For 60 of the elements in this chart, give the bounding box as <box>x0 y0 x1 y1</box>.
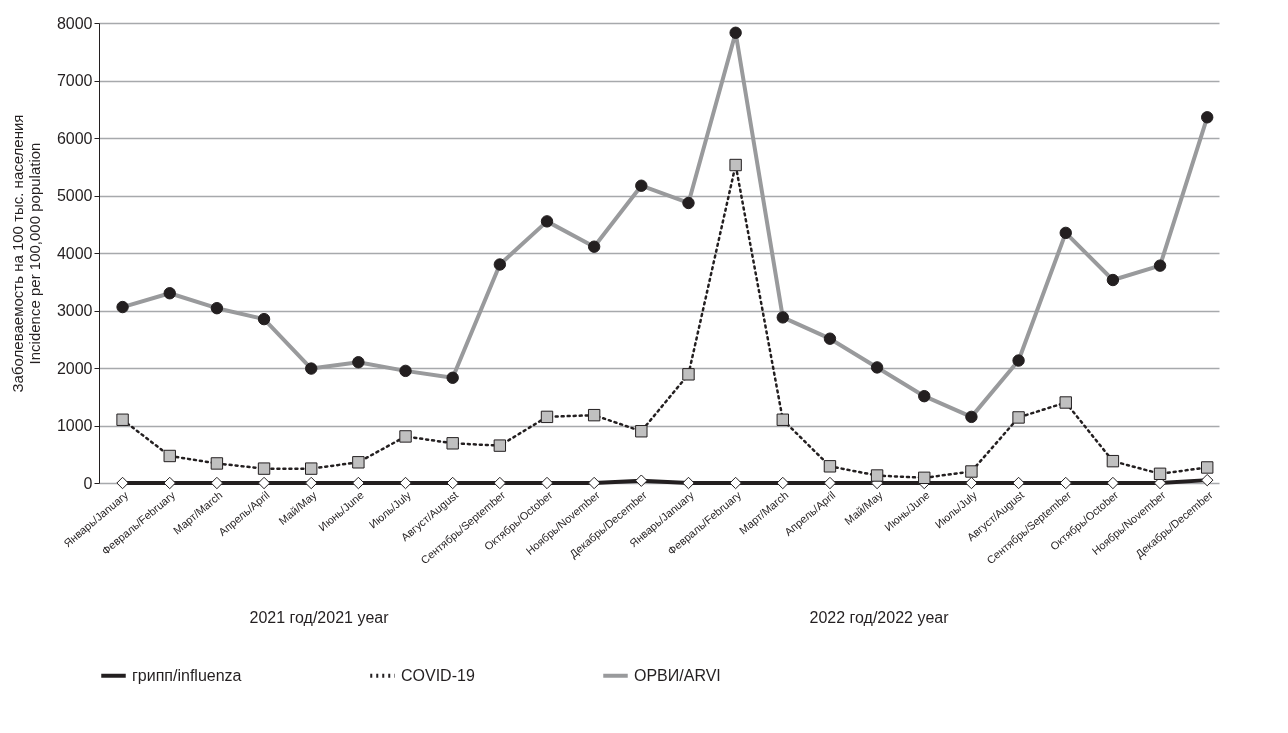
point <box>163 476 176 490</box>
y-tick-label: 5000 <box>56 187 93 204</box>
y-tick-label: 1000 <box>56 417 93 434</box>
point <box>1106 454 1120 468</box>
point <box>823 476 837 490</box>
legend-label: грипп/influenza <box>132 666 242 684</box>
point <box>1106 476 1120 490</box>
point <box>446 437 459 450</box>
y-tick-label: 3000 <box>56 302 93 319</box>
point <box>870 469 884 482</box>
point <box>257 476 271 490</box>
point <box>965 465 978 478</box>
y-tick-label: 8000 <box>56 14 93 32</box>
point <box>1059 396 1072 409</box>
legend-label: ОРВИ/ARVI <box>634 666 721 684</box>
point <box>587 408 601 422</box>
point <box>682 476 695 490</box>
y-tick-label: 7000 <box>56 72 93 89</box>
point <box>257 462 271 475</box>
point <box>635 425 648 438</box>
y-tick-label: 4000 <box>56 244 93 262</box>
point <box>1153 467 1167 480</box>
point <box>587 476 601 490</box>
point <box>729 476 742 490</box>
point <box>540 410 554 424</box>
point <box>776 413 789 426</box>
point <box>352 476 365 490</box>
point <box>540 476 554 490</box>
point <box>1201 473 1214 487</box>
point <box>1012 476 1025 490</box>
point <box>682 368 695 381</box>
point <box>918 471 931 485</box>
y-tick-label: 2000 <box>56 359 93 377</box>
legend-label: COVID-19 <box>401 666 475 684</box>
point <box>116 413 129 426</box>
point <box>305 476 318 490</box>
y-axis-title: Заболеваемость на 100 тыс. населения Incidence per 100,000 population <box>8 114 43 393</box>
point <box>776 476 789 490</box>
point <box>823 460 837 473</box>
point <box>116 476 129 490</box>
text: 2022 год/2022 year <box>809 609 950 626</box>
point <box>1201 461 1214 474</box>
point <box>210 457 224 470</box>
point <box>493 476 507 490</box>
point <box>163 449 176 463</box>
y-tick-label: 0 <box>83 474 93 492</box>
point <box>399 430 412 443</box>
point <box>210 476 224 490</box>
text: 2021 год/2021 year <box>249 609 390 626</box>
point <box>1012 411 1025 424</box>
point <box>493 439 507 452</box>
point <box>1059 476 1072 490</box>
point <box>399 476 412 490</box>
point <box>965 476 978 490</box>
y-tick-label: 6000 <box>56 129 93 147</box>
point <box>305 462 318 475</box>
point <box>446 476 459 490</box>
point <box>635 474 648 487</box>
point <box>352 456 365 469</box>
point <box>729 158 742 172</box>
